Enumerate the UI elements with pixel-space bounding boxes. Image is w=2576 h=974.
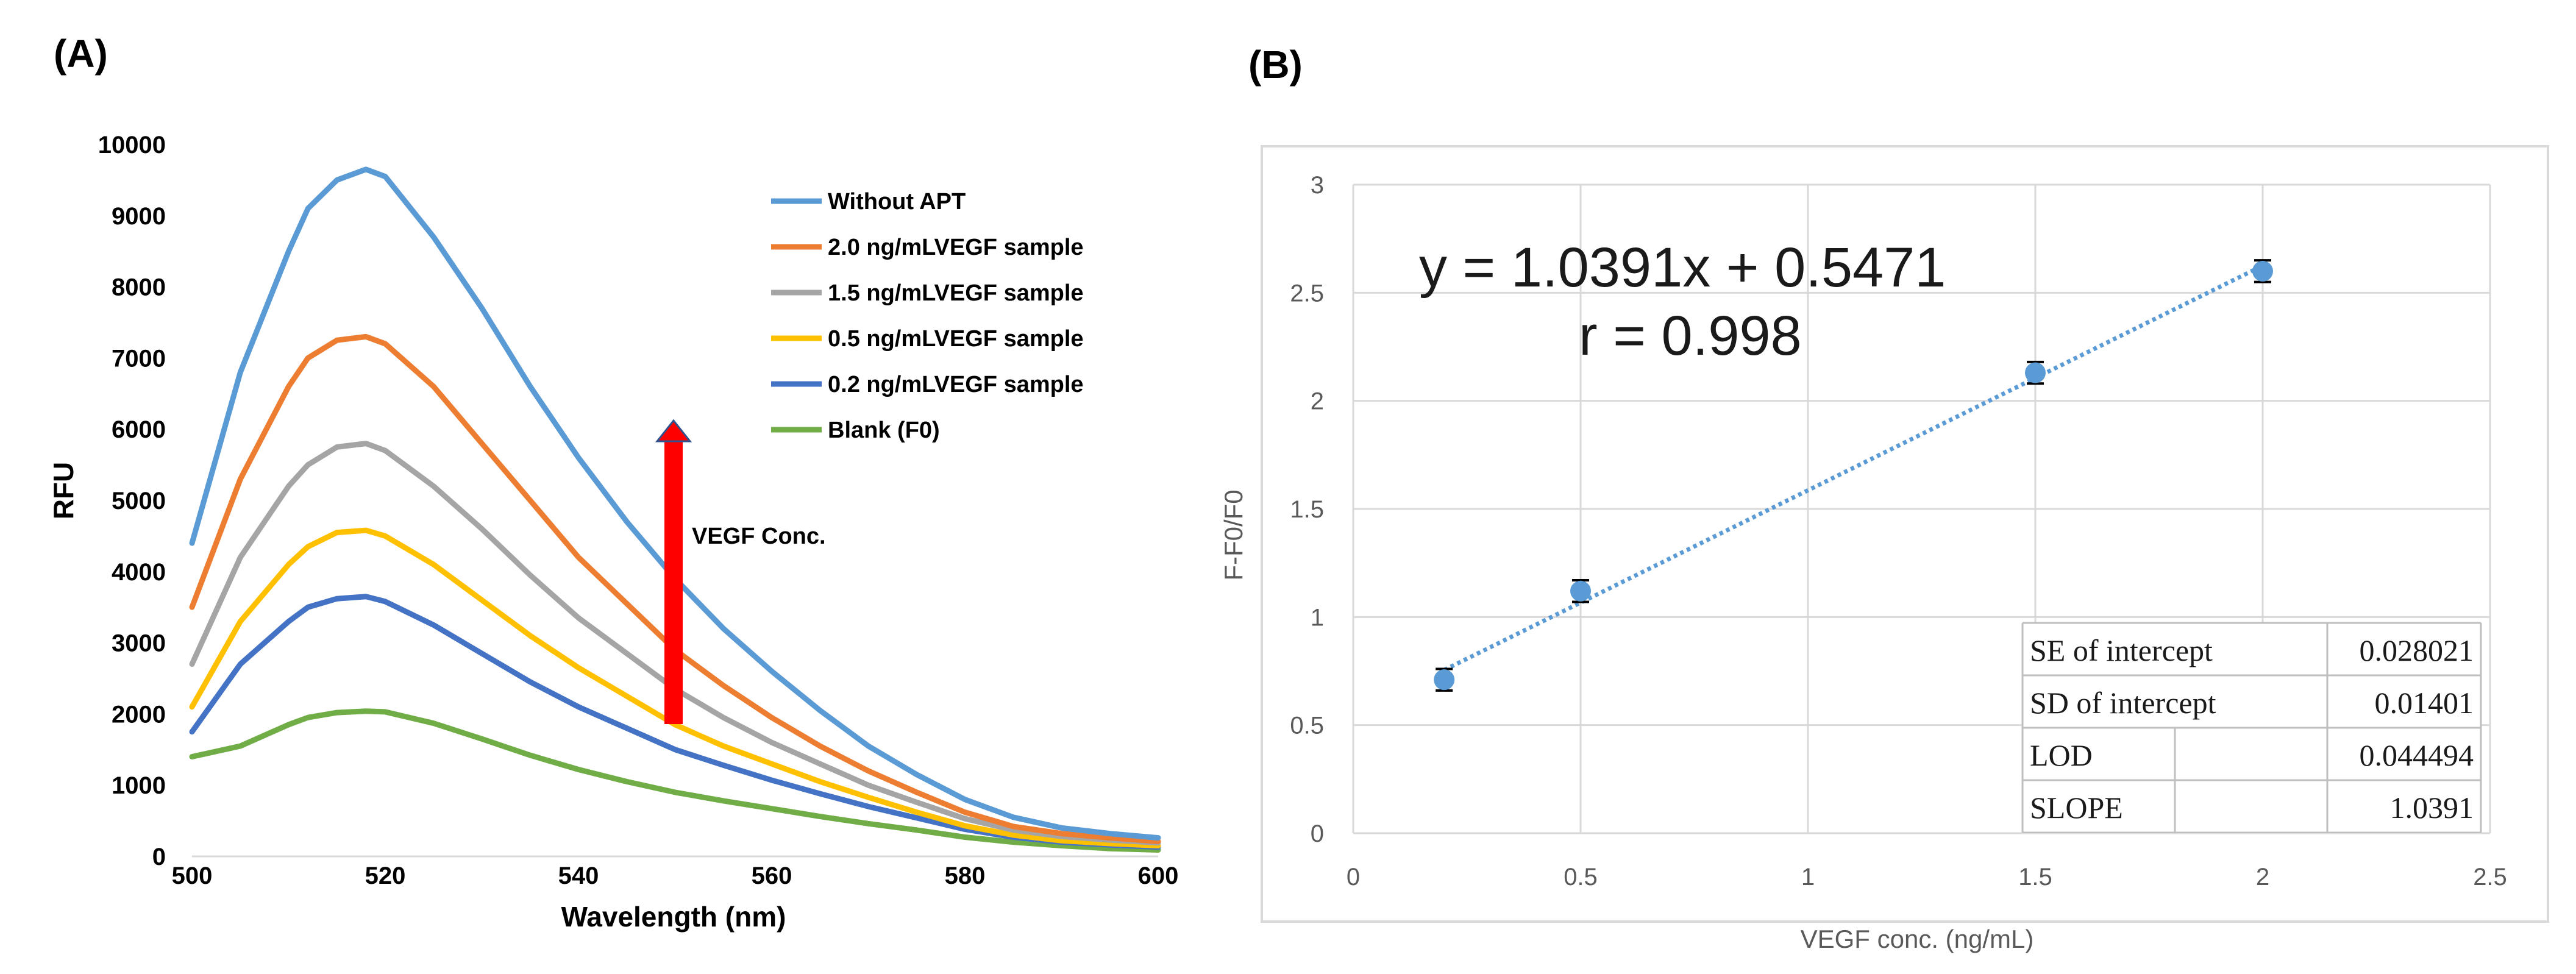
panel-b-x-tick-label: 1: [1801, 864, 1815, 890]
panel-b-x-tick-label: 2.5: [2473, 864, 2507, 890]
series-line-blank-f0: [189, 708, 1161, 853]
table-label-slope: SLOPE: [2030, 791, 2123, 825]
data-point: [2252, 260, 2273, 282]
panel-a-y-tick-label: 1000: [112, 772, 166, 799]
legend-label-0-2-ng-mlvegf-sample: 0.2 ng/mLVEGF sample: [828, 372, 1084, 397]
series-line-2-0-ng-mlvegf-sample: [189, 333, 1161, 844]
legend-label-0-5-ng-mlvegf-sample: 0.5 ng/mLVEGF sample: [828, 326, 1084, 352]
panel-b-y-tick-label: 2.5: [1290, 280, 1324, 307]
panel-b: (B) 0 0.5 1 1.5 2 2.5 3 0 0.5 1 1.5 2 2.5 F-F0/F0 V…: [1219, 43, 2549, 953]
panel-b-y-tick-label: 2: [1311, 388, 1324, 415]
trendline: [1443, 263, 2264, 672]
legend-label-without-apt: Without APT: [828, 189, 966, 215]
panel-a-x-tick-label: 580: [945, 862, 986, 889]
panel-a-y-tick-label: 5000: [112, 488, 166, 514]
panel-a-x-tick-label: 560: [752, 862, 792, 889]
panel-b-x-tick-label: 2: [2256, 864, 2269, 890]
panel-b-y-axis-title: F-F0/F0: [1219, 489, 1248, 580]
legend-label-2-0-ng-mlvegf-sample: 2.0 ng/mLVEGF sample: [828, 235, 1084, 260]
panel-b-x-tick-label: 0.5: [1564, 864, 1598, 890]
panel-b-x-tick-labels: 0 0.5 1 1.5 2 2.5: [1347, 864, 2507, 890]
panel-a-x-tick-label: 540: [558, 862, 599, 889]
data-point: [2025, 362, 2046, 383]
table-value-sd: 0.01401: [2375, 686, 2474, 720]
panel-a-y-axis-title: RFU: [48, 462, 79, 520]
correlation-coefficient: r = 0.998: [1579, 305, 1802, 367]
panel-a-y-tick-label: 3000: [112, 630, 166, 657]
panel-b-y-tick-labels: 0 0.5 1 1.5 2 2.5 3: [1290, 172, 1324, 847]
panel-a-legend: Without APT 2.0 ng/mLVEGF sample 1.5 ng/mL…: [771, 189, 1084, 443]
panel-b-x-tick-label: 0: [1347, 864, 1360, 890]
stats-table: SE of intercept 0.028021 SD of intercept…: [2021, 622, 2482, 834]
vegf-conc-arrow: [655, 419, 692, 724]
legend-label-1-5-ng-mlvegf-sample: 1.5 ng/mLVEGF sample: [828, 280, 1084, 306]
panel-a-x-tick-labels: 500 520 540 560 580 600: [172, 862, 1179, 889]
panel-a-x-axis-title: Wavelength (nm): [561, 901, 786, 933]
arrow-head: [655, 419, 692, 443]
panel-a-y-tick-label: 4000: [112, 559, 166, 586]
panel-a-x-tick-label: 500: [172, 862, 213, 889]
regression-equation: y = 1.0391x + 0.5471: [1419, 236, 1946, 299]
data-point: [1570, 580, 1591, 602]
table-label-sd: SD of intercept: [2030, 686, 2216, 720]
panel-b-y-tick-label: 1: [1311, 604, 1324, 631]
panel-a-series-lines: [189, 166, 1161, 853]
panel-b-x-tick-label: 1.5: [2018, 864, 2052, 890]
vegf-conc-annotation: VEGF Conc.: [692, 524, 826, 549]
table-value-lod: 0.044494: [2360, 738, 2474, 772]
panel-a-y-tick-label: 9000: [112, 203, 166, 230]
table-value-slope: 1.0391: [2390, 791, 2474, 825]
panel-b-label: (B): [1248, 43, 1303, 87]
panel-a-label: (A): [54, 32, 108, 76]
panel-b-y-tick-label: 0: [1311, 820, 1324, 847]
panel-b-x-axis-title: VEGF conc. (ng/mL): [1801, 925, 2034, 953]
panel-a-x-tick-label: 600: [1138, 862, 1179, 889]
panel-a-y-tick-label: 10000: [98, 132, 166, 158]
data-point: [1434, 669, 1455, 691]
panel-b-y-tick-label: 1.5: [1290, 496, 1324, 523]
panel-b-data-points: [1434, 259, 2273, 692]
series-line-0-2-ng-mlvegf-sample: [189, 594, 1161, 850]
panel-a-x-tick-label: 520: [365, 862, 406, 889]
table-label-se: SE of intercept: [2030, 633, 2213, 667]
table-label-lod: LOD: [2030, 738, 2093, 772]
panel-a-y-tick-label: 2000: [112, 701, 166, 728]
panel-a-y-tick-label: 8000: [112, 274, 166, 301]
arrow-shaft: [664, 440, 683, 724]
panel-b-y-tick-label: 3: [1311, 172, 1324, 199]
panel-a-y-tick-label: 0: [152, 844, 166, 870]
panel-a-y-tick-labels: 0 1000 2000 3000 4000 5000 6000 7000 8000 9000 100…: [98, 132, 166, 870]
panel-a: (A) 0 1000 2000 3000 4000 5000 6000 7000 8000 900…: [48, 32, 1178, 933]
panel-a-y-tick-label: 7000: [112, 345, 166, 372]
legend-label-blank-f0: Blank (F0): [828, 418, 940, 443]
series-line-0-5-ng-mlvegf-sample: [189, 527, 1161, 848]
panel-b-y-tick-label: 0.5: [1290, 713, 1324, 739]
table-value-se: 0.028021: [2360, 633, 2474, 667]
series-line-1-5-ng-mlvegf-sample: [189, 441, 1161, 846]
panel-a-y-tick-label: 6000: [112, 416, 166, 443]
series-line-without-apt: [189, 166, 1161, 841]
